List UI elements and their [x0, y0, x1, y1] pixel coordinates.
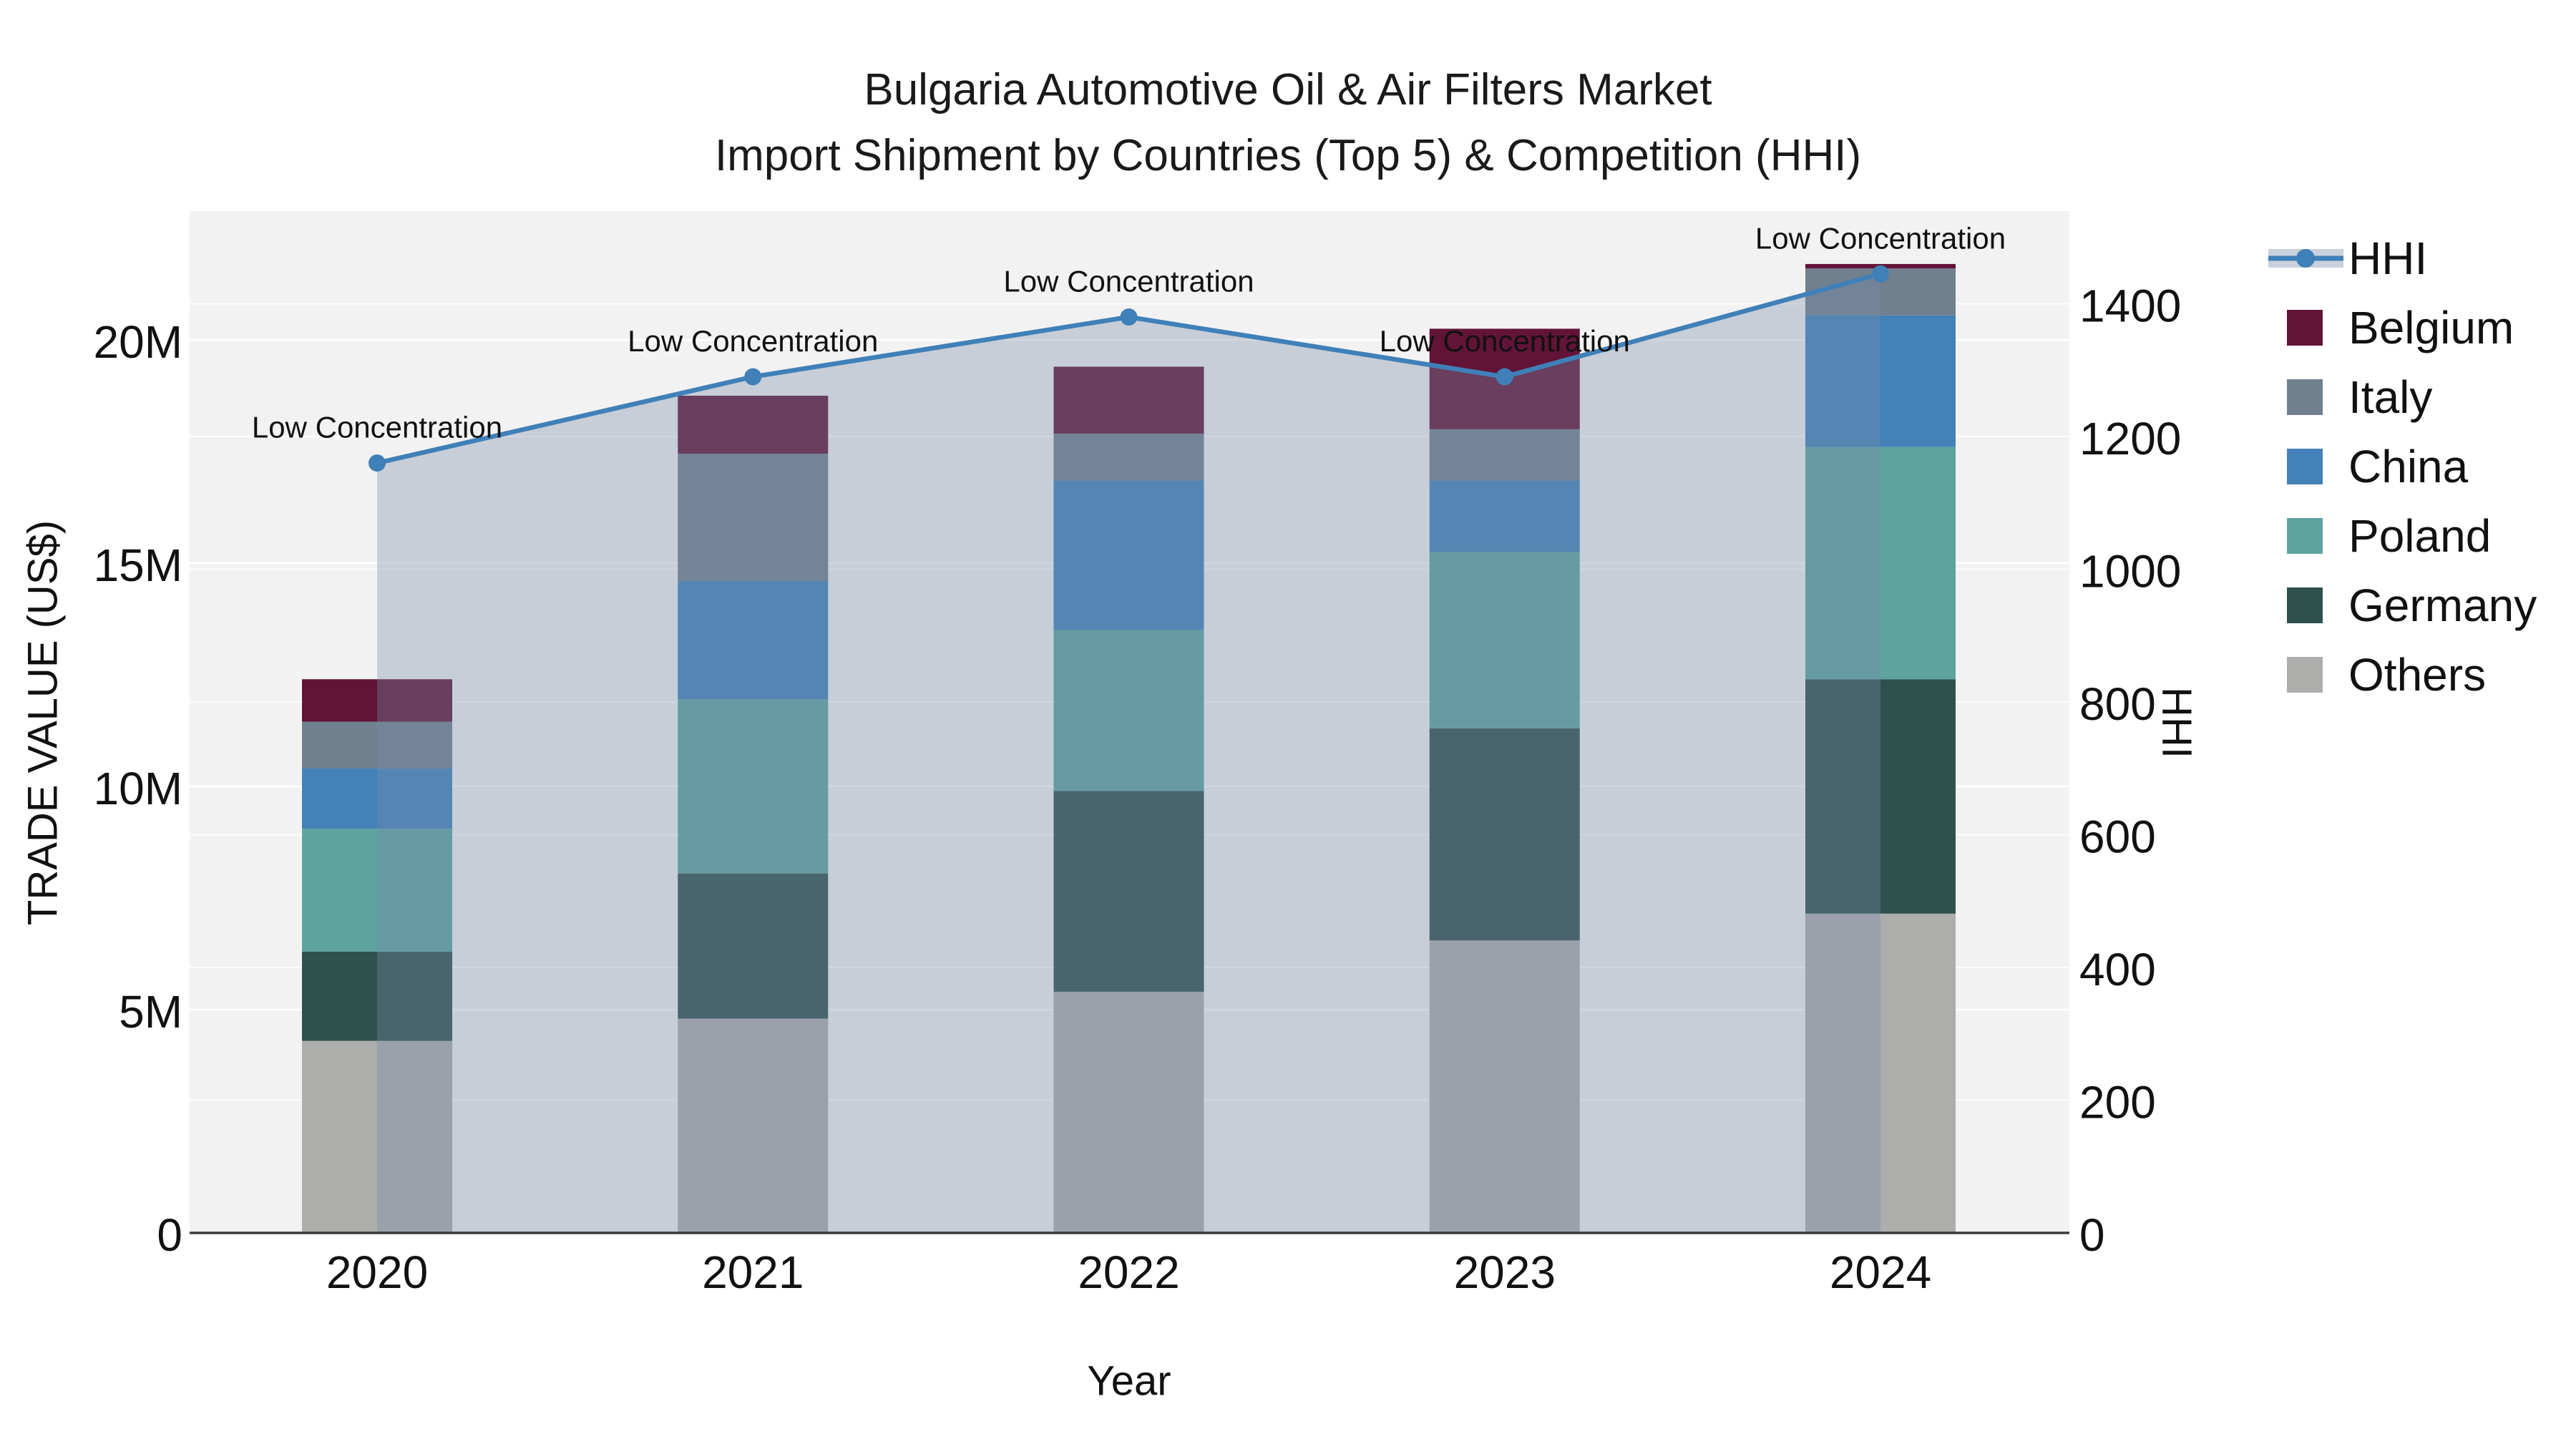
- color-swatch-icon: [2268, 448, 2348, 484]
- legend: HHI Belgium Italy China Poland Germany Others: [2268, 223, 2537, 709]
- x-tick-2023: 2023: [1454, 1246, 1556, 1298]
- chart-title-line2: Import Shipment by Countries (Top 5) & C…: [714, 131, 1862, 180]
- legend-label: HHI: [2348, 232, 2428, 284]
- bar-segment-poland-2021[interactable]: [678, 699, 829, 874]
- bar-segment-italy-2023[interactable]: [1429, 429, 1580, 481]
- legend-item-china[interactable]: China: [2268, 431, 2537, 501]
- hhi-marker-2024[interactable]: [1872, 265, 1889, 283]
- hhi-marker-2021[interactable]: [744, 368, 762, 386]
- bar-segment-china-2021[interactable]: [678, 580, 829, 700]
- legend-label: Belgium: [2348, 301, 2514, 353]
- color-swatch-icon: [2268, 656, 2348, 693]
- x-axis-title: Year: [1087, 1357, 1171, 1405]
- y-left-tick-15M: 15M: [94, 540, 183, 591]
- x-tick-2020: 2020: [326, 1246, 428, 1298]
- x-tick-2022: 2022: [1078, 1246, 1179, 1298]
- legend-item-germany[interactable]: Germany: [2268, 570, 2537, 640]
- bar-segment-china-2022[interactable]: [1053, 480, 1204, 630]
- y-left-tick-20M: 20M: [94, 316, 183, 368]
- bar-segment-poland-2023[interactable]: [1429, 552, 1580, 728]
- bar-segment-italy-2022[interactable]: [1053, 434, 1204, 481]
- hhi-area-fill: [377, 273, 1880, 1234]
- bar-segment-poland-2022[interactable]: [1053, 630, 1204, 791]
- hhi-marker-2022[interactable]: [1120, 308, 1138, 326]
- bar-segment-others-2020[interactable]: [302, 1040, 452, 1233]
- annotation-low-concentration-2024: Low Concentration: [1755, 221, 2006, 255]
- bar-segment-italy-2020[interactable]: [302, 721, 452, 769]
- y-right-tick-1200: 1200: [2079, 413, 2181, 464]
- bar-segment-germany-2021[interactable]: [678, 873, 829, 1019]
- annotation-low-concentration-2023: Low Concentration: [1380, 324, 1630, 358]
- bar-segment-germany-2020[interactable]: [302, 951, 452, 1041]
- chart-title: Bulgaria Automotive Oil & Air Filters Ma…: [0, 57, 2576, 189]
- bar-segment-germany-2024[interactable]: [1805, 679, 1956, 914]
- swatch-belgium: [2287, 309, 2323, 346]
- bar-segment-belgium-2021[interactable]: [678, 396, 829, 454]
- hhi-marker-2023[interactable]: [1496, 368, 1513, 386]
- y-right-tick-200: 200: [2079, 1077, 2156, 1128]
- y-left-tick-0: 0: [157, 1209, 182, 1261]
- swatch-poland: [2287, 517, 2323, 554]
- annotation-low-concentration-2022: Low Concentration: [1003, 265, 1254, 298]
- y-left-tick-5M: 5M: [119, 986, 182, 1038]
- swatch-germany: [2287, 587, 2323, 623]
- annotation-low-concentration-2020: Low Concentration: [252, 411, 502, 444]
- y-right-tick-1400: 1400: [2079, 280, 2181, 332]
- y-right-tick-0: 0: [2079, 1209, 2105, 1261]
- color-swatch-icon: [2268, 587, 2348, 623]
- bar-segment-others-2024[interactable]: [1805, 913, 1956, 1233]
- bar-segment-germany-2022[interactable]: [1053, 791, 1204, 992]
- swatch-china: [2287, 448, 2323, 484]
- y-right-tick-1000: 1000: [2079, 546, 2181, 597]
- legend-label: China: [2348, 440, 2469, 492]
- hhi-line-swatch-icon: [2268, 246, 2348, 270]
- color-swatch-icon: [2268, 517, 2348, 554]
- legend-label: Germany: [2348, 579, 2537, 631]
- bar-segment-others-2022[interactable]: [1053, 992, 1204, 1233]
- hhi-marker-2020[interactable]: [369, 454, 386, 472]
- bar-segment-china-2023[interactable]: [1429, 480, 1580, 552]
- bar-segment-poland-2020[interactable]: [302, 829, 452, 952]
- y-left-tick-10M: 10M: [94, 763, 183, 814]
- legend-label: Italy: [2348, 371, 2433, 423]
- swatch-others: [2287, 656, 2323, 693]
- chart-title-line1: Bulgaria Automotive Oil & Air Filters Ma…: [864, 65, 1712, 114]
- color-swatch-icon: [2268, 309, 2348, 346]
- legend-item-poland[interactable]: Poland: [2268, 501, 2537, 570]
- y-right-tick-800: 800: [2079, 678, 2156, 730]
- x-tick-2021: 2021: [702, 1246, 804, 1298]
- legend-item-others[interactable]: Others: [2268, 640, 2537, 709]
- swatch-italy: [2287, 379, 2323, 415]
- bar-segment-others-2021[interactable]: [678, 1018, 829, 1233]
- bar-segment-china-2020[interactable]: [302, 769, 452, 829]
- legend-item-belgium[interactable]: Belgium: [2268, 293, 2537, 362]
- bar-segment-poland-2024[interactable]: [1805, 447, 1956, 680]
- legend-item-italy[interactable]: Italy: [2268, 362, 2537, 431]
- bar-segment-belgium-2020[interactable]: [302, 679, 452, 722]
- legend-label: Poland: [2348, 509, 2492, 562]
- bar-segment-italy-2021[interactable]: [678, 454, 829, 581]
- bar-segment-belgium-2022[interactable]: [1053, 366, 1204, 434]
- bar-segment-germany-2023[interactable]: [1429, 728, 1580, 941]
- bar-segment-others-2023[interactable]: [1429, 940, 1580, 1233]
- x-tick-2024: 2024: [1830, 1246, 1931, 1298]
- legend-item-hhi[interactable]: HHI: [2268, 223, 2537, 293]
- annotation-low-concentration-2021: Low Concentration: [628, 324, 878, 358]
- legend-label: Others: [2348, 648, 2487, 701]
- y-right-tick-600: 600: [2079, 811, 2156, 863]
- y-right-tick-400: 400: [2079, 944, 2156, 995]
- bar-segment-china-2024[interactable]: [1805, 315, 1956, 447]
- color-swatch-icon: [2268, 379, 2348, 415]
